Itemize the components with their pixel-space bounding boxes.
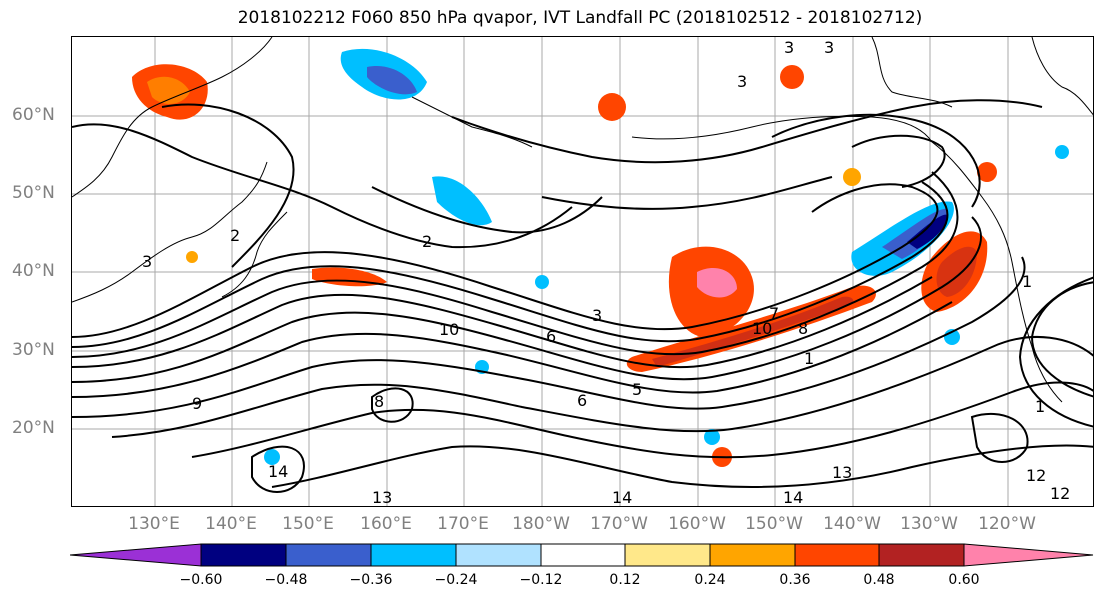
contour-label: 3 [737, 72, 747, 91]
lat-label: 20°N [12, 418, 55, 438]
colorbar-tick: −0.24 [434, 572, 478, 588]
lon-label: 130°W [900, 514, 958, 534]
colorbar-tick: −0.36 [349, 572, 393, 588]
colorbar-tick: 0.12 [609, 572, 641, 588]
anomaly-shading [132, 48, 1069, 467]
contour-label: 13 [832, 463, 852, 482]
lon-label: 140°E [205, 514, 257, 534]
contour-label: 2 [422, 232, 432, 251]
coastlines [72, 37, 1093, 403]
contour-label: 1 [1035, 397, 1045, 416]
lat-label: 40°N [12, 261, 55, 281]
colorbar [70, 543, 1094, 567]
contour-label: 8 [374, 392, 384, 411]
map-title: 2018102212 F060 850 hPa qvapor, IVT Land… [237, 8, 923, 28]
colorbar-segment [455, 543, 542, 567]
contour-label: 3 [592, 306, 602, 325]
colorbar-segment [540, 543, 626, 567]
contour-label: 14 [783, 488, 803, 507]
lon-label: 170°W [590, 514, 648, 534]
lon-label: 150°E [282, 514, 334, 534]
contour-label: 5 [632, 380, 642, 399]
contour-label-group: 3 3 3 3 2 2 3 6 10 10 8 7 1 1 9 8 5 6 13… [142, 38, 1070, 507]
lon-label: 140°W [823, 514, 881, 534]
colorbar-tick: −0.48 [264, 572, 308, 588]
colorbar-segment [794, 543, 880, 567]
lon-label: 160°W [668, 514, 726, 534]
contour-label: 14 [268, 462, 288, 481]
colorbar-tick: −0.12 [519, 572, 563, 588]
contour-label: 12 [1050, 484, 1070, 503]
colorbar-extend-max [963, 543, 1094, 567]
colorbar-tick: 0.24 [694, 572, 726, 588]
contour-label: 14 [612, 488, 632, 507]
lat-label: 60°N [12, 105, 55, 125]
colorbar-segment [200, 543, 287, 567]
contour-label: 8 [798, 319, 808, 338]
contour-label: 7 [769, 304, 779, 323]
colorbar-extend-min [70, 543, 202, 567]
ivt-contours [72, 99, 1093, 493]
lon-label: 180°W [512, 514, 570, 534]
colorbar-tick: −0.60 [179, 572, 223, 588]
colorbar-segment [624, 543, 711, 567]
contour-label: 1 [804, 349, 814, 368]
colorbar-segment [709, 543, 796, 567]
contour-label: 10 [752, 319, 772, 338]
lon-label: 130°E [128, 514, 180, 534]
colorbar-segment [370, 543, 457, 567]
contour-label: 12 [1026, 466, 1046, 485]
contour-label: 3 [142, 252, 152, 271]
lon-label: 170°E [437, 514, 489, 534]
colorbar-tick: 0.36 [779, 572, 811, 588]
colorbar-tick: 0.48 [863, 572, 895, 588]
contour-label: 2 [230, 226, 240, 245]
contour-label: 6 [577, 391, 587, 410]
contour-label: 10 [439, 320, 459, 339]
lat-label: 50°N [12, 183, 55, 203]
colorbar-tick: 0.60 [948, 572, 980, 588]
map-canvas: 3 3 3 3 2 2 3 6 10 10 8 7 1 1 9 8 5 6 13… [72, 37, 1093, 507]
lon-label: 150°W [745, 514, 803, 534]
map-panel: 3 3 3 3 2 2 3 6 10 10 8 7 1 1 9 8 5 6 13… [71, 36, 1094, 507]
lat-label: 30°N [12, 340, 55, 360]
contour-label: 3 [824, 38, 834, 57]
contour-label: 13 [372, 488, 392, 507]
contour-label: 1 [1022, 272, 1032, 291]
lon-label: 120°W [978, 514, 1036, 534]
contour-label: 9 [192, 394, 202, 413]
lon-label: 160°E [360, 514, 412, 534]
contour-label: 6 [546, 327, 556, 346]
colorbar-segment [285, 543, 372, 567]
contour-label: 3 [784, 38, 794, 57]
colorbar-segment [878, 543, 965, 567]
